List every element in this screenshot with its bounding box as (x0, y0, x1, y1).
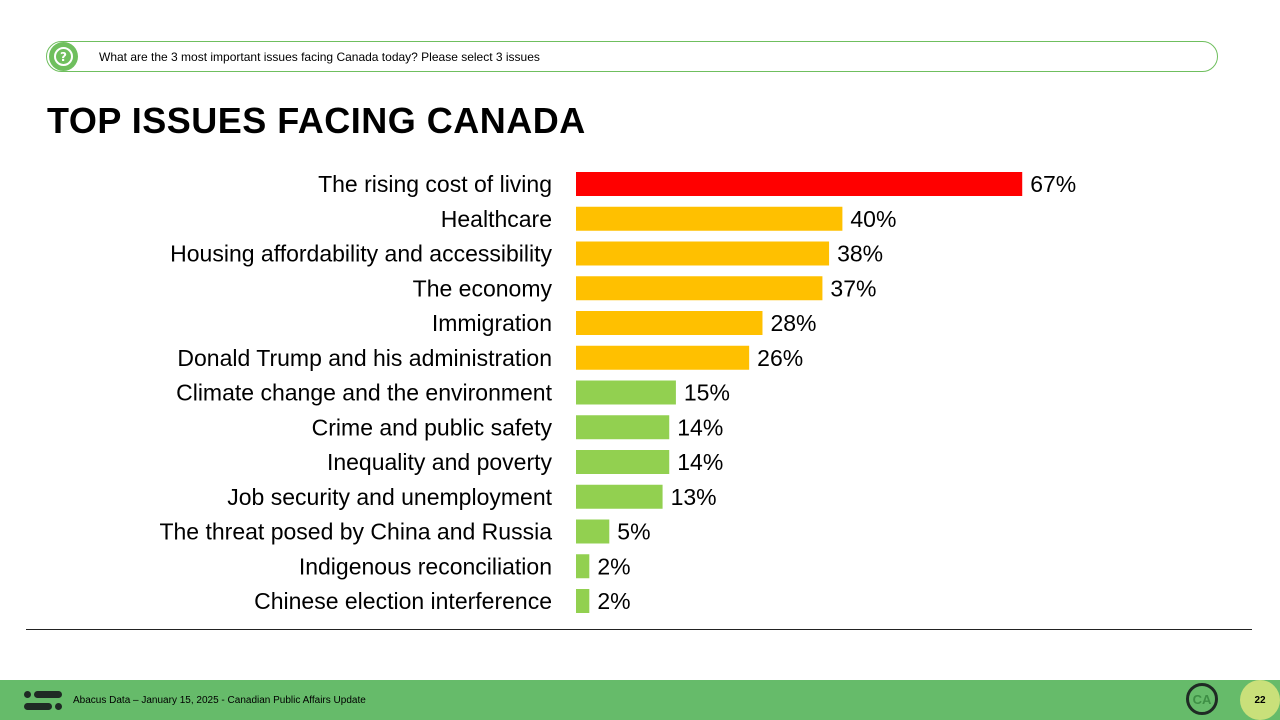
bar (576, 241, 830, 266)
bar (576, 311, 763, 335)
category-label: Chinese election interference (254, 588, 552, 614)
bar (576, 345, 750, 370)
value-label: 14% (677, 414, 723, 440)
page-title: TOP ISSUES FACING CANADA (47, 100, 586, 141)
value-label: 5% (617, 519, 650, 545)
value-label: 13% (671, 484, 717, 510)
value-label: 15% (684, 380, 730, 406)
category-label: Indigenous reconciliation (299, 553, 552, 579)
bar (576, 276, 823, 301)
category-label: Donald Trump and his administration (177, 345, 552, 371)
category-label: Housing affordability and accessibility (170, 241, 552, 267)
bar (576, 172, 1023, 196)
category-label: Immigration (432, 310, 552, 336)
category-label: Climate change and the environment (176, 380, 553, 406)
bar (576, 206, 843, 231)
category-label: The threat posed by China and Russia (159, 519, 552, 545)
abacus-logo-icon (24, 691, 62, 710)
bar (576, 450, 670, 474)
category-label: Job security and unemployment (227, 484, 552, 510)
page-number: 22 (1240, 680, 1280, 720)
category-label: The economy (413, 275, 553, 301)
footer-bar: Abacus Data – January 15, 2025 - Canadia… (0, 680, 1280, 720)
bar (576, 554, 590, 579)
bar (576, 415, 670, 440)
question-text: What are the 3 most important issues fac… (99, 50, 540, 64)
value-label: 2% (597, 553, 630, 579)
ca-badge: CA (1186, 683, 1218, 715)
bar (576, 380, 676, 405)
bar (576, 484, 663, 509)
bar (576, 589, 590, 613)
footer-text: Abacus Data – January 15, 2025 - Canadia… (73, 695, 366, 706)
chart-divider-line (26, 629, 1252, 630)
category-label: Crime and public safety (312, 414, 553, 440)
question-banner: ? What are the 3 most important issues f… (46, 41, 1218, 72)
category-label: Healthcare (441, 206, 552, 232)
value-label: 14% (677, 449, 723, 475)
value-label: 28% (770, 310, 816, 336)
value-label: 37% (830, 275, 876, 301)
value-label: 2% (597, 588, 630, 614)
issues-bar-chart: The rising cost of living 67% Healthcare 40… (159, 171, 1076, 614)
value-label: 40% (850, 206, 896, 232)
bar (576, 519, 610, 544)
value-label: 67% (1030, 171, 1076, 197)
category-label: Inequality and poverty (327, 449, 553, 475)
question-mark-icon: ? (49, 42, 78, 71)
value-label: 38% (837, 241, 883, 267)
category-label: The rising cost of living (318, 171, 552, 197)
value-label: 26% (757, 345, 803, 371)
